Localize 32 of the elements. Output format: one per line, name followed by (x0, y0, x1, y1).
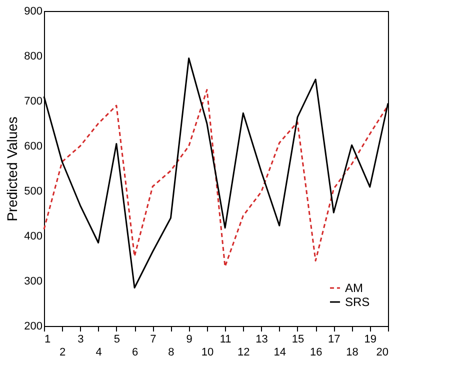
y-tick-label: 400 (24, 230, 42, 242)
legend-label: SRS (345, 295, 370, 309)
x-tick-label: 10 (201, 346, 214, 358)
y-tick-label: 500 (24, 186, 42, 198)
y-tick-label: 800 (24, 50, 42, 62)
x-tick-label: 17 (328, 334, 340, 346)
y-tick-label: 700 (24, 96, 42, 108)
x-tick-label: 12 (238, 346, 250, 358)
y-tick-label: 200 (24, 320, 42, 332)
legend-label: AM (345, 281, 364, 295)
x-tick-label: 2 (60, 346, 66, 358)
x-tick-label: 7 (150, 334, 156, 346)
x-tick-label: 19 (364, 334, 377, 346)
x-tick-label: 18 (346, 346, 358, 358)
y-tick-label: 900 (24, 6, 42, 18)
x-tick-label: 16 (310, 346, 322, 358)
x-tick-label: 15 (292, 334, 304, 346)
x-tick-label: 3 (78, 334, 84, 346)
y-tick-label: 300 (24, 276, 42, 288)
x-tick-label: 13 (256, 334, 268, 346)
x-tick-label: 8 (168, 346, 174, 358)
x-tick-label: 9 (186, 334, 192, 346)
x-tick-label: 6 (132, 346, 138, 358)
x-tick-label: 11 (220, 334, 232, 346)
x-tick-label: 1 (44, 334, 51, 346)
x-tick-label: 4 (96, 346, 102, 358)
y-tick-label: 600 (24, 140, 42, 152)
line-series (43, 89, 389, 268)
y-axis-title: Predicted Values (4, 116, 20, 222)
x-tick-label: 20 (376, 346, 388, 358)
x-tick-label: 14 (274, 346, 286, 358)
x-tick-label: 5 (114, 334, 120, 346)
